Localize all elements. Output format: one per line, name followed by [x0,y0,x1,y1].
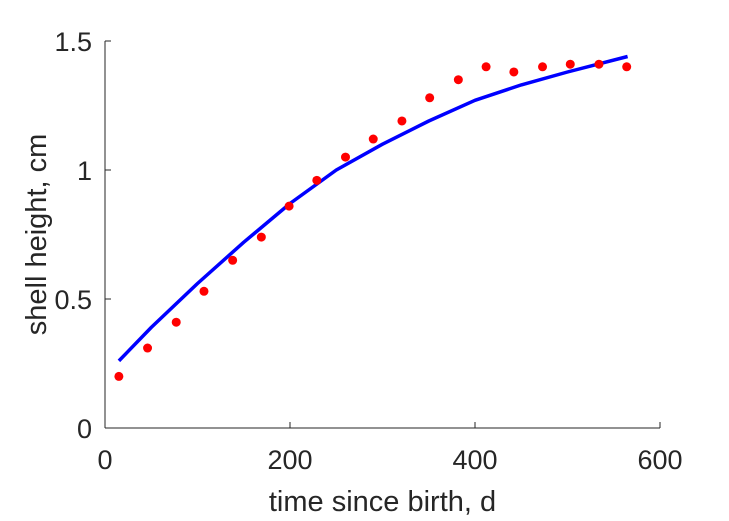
y-tick-label: 1.5 [54,27,92,57]
data-point [312,175,322,185]
x-tick-label: 0 [97,445,112,475]
data-point [481,62,491,72]
data-point [368,134,378,144]
data-point [594,59,604,69]
data-point [538,62,548,72]
x-axis-label: time since birth, d [269,486,496,518]
data-point [453,75,463,85]
data-point [341,152,350,162]
x-tick-label: 400 [452,445,497,475]
x-tick-label: 600 [637,445,682,475]
y-ticks: 0 0.5 1 1.5 [54,27,111,444]
data-point [143,343,153,353]
x-tick-label: 200 [267,445,312,475]
data-point [565,59,575,69]
data-point [509,67,519,77]
data-point [425,93,435,103]
x-ticks: 0 200 400 600 [97,422,683,475]
data-point [228,255,238,265]
data-point [284,201,294,211]
y-tick-label: 1 [77,156,92,186]
data-points [114,59,632,381]
plot-area: 0 200 400 600 0 0.5 1 1.5 [54,27,682,475]
y-tick-label: 0.5 [54,285,92,315]
data-point [114,371,124,381]
fit-line [117,54,629,363]
y-tick-label: 0 [77,414,92,444]
y-axis-label: shell height, cm [21,134,53,336]
data-point [256,232,266,242]
data-point [199,286,209,296]
data-point [171,317,181,327]
data-point [622,62,632,72]
data-point [397,116,407,126]
